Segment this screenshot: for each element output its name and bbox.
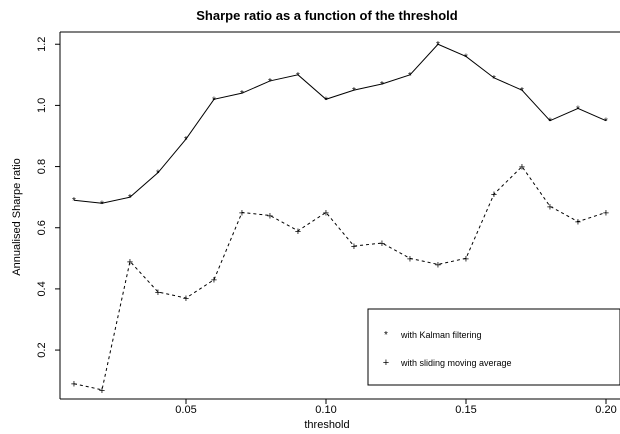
series-point-2: + [71,379,77,391]
series-point-2: + [99,385,105,397]
y-tick-label: 0.8 [36,159,48,174]
legend-entry-2-label: with sliding moving average [400,358,512,368]
series-point-2: + [463,253,469,265]
series-point-1: * [240,89,244,100]
y-tick-label: 0.2 [36,342,48,357]
series-point-2: + [295,226,301,238]
series-point-2: + [379,238,385,250]
series-point-1: * [212,95,216,106]
series-point-1: * [128,193,132,204]
series-line-1 [73,43,607,204]
x-axis-label: threshold [304,419,349,431]
x-tick-label: 0.10 [315,404,336,416]
chart-title: Sharpe ratio as a function of the thresh… [196,8,458,23]
y-tick-label: 0.4 [36,281,48,296]
series-point-1: * [492,74,496,85]
legend-entry-1-label: with Kalman filtering [400,330,482,340]
series-point-2: + [267,211,273,223]
series-point-1: * [520,86,524,97]
y-tick-label: 1.0 [36,98,48,113]
series-point-1: * [296,71,300,82]
series-point-2: + [407,253,413,265]
series-point-2: + [491,189,497,201]
y-tick-label: 0.6 [36,220,48,235]
series-point-2: + [575,217,581,229]
series-point-1: * [464,52,468,63]
legend-entry-2-marker: + [383,357,389,369]
series-point-1: * [352,86,356,97]
series-point-1: * [408,71,412,82]
series-point-2: + [547,201,553,213]
series-point-1: * [576,104,580,115]
series-point-1: * [436,40,440,51]
series-point-2: + [351,241,357,253]
series-point-2: + [519,162,525,174]
series-point-2: + [435,259,441,271]
series-point-1: * [324,95,328,106]
x-tick-label: 0.15 [455,404,476,416]
legend-box [367,308,620,386]
series-point-1: * [184,135,188,146]
series-point-1: * [156,169,160,180]
series-point-2: + [323,207,329,219]
series-point-1: * [100,199,104,210]
x-tick-label: 0.05 [175,404,196,416]
series-point-2: + [239,207,245,219]
series-point-2: + [603,207,609,219]
series-point-2: + [155,287,161,299]
plot-frame [59,31,620,400]
series-group: * * * * * * * * * * * * * * * * * * * * + + + + + + + + + + + + + + + + + + + + [71,40,609,397]
series-point-2: + [183,293,189,305]
series-point-2: + [211,275,217,287]
series-line-2 [73,165,607,391]
series-point-1: * [268,77,272,88]
legend-entry-1-marker: * [384,330,388,341]
y-tick-label: 1.2 [36,37,48,52]
series-point-1: * [380,80,384,91]
legend: with Kalman filtering with sliding movin… [367,308,620,386]
series-point-1: * [72,196,76,207]
y-axis-label: Annualised Sharpe ratio [11,158,23,275]
x-tick-label: 0.20 [595,404,616,416]
series-point-1: * [604,117,608,128]
y-axis: 0.2 0.4 0.6 0.8 1.0 1.2 [36,37,60,358]
x-axis: 0.05 0.10 0.15 0.20 [175,399,617,416]
series-point-2: + [127,256,133,268]
series-point-1: * [548,117,552,128]
